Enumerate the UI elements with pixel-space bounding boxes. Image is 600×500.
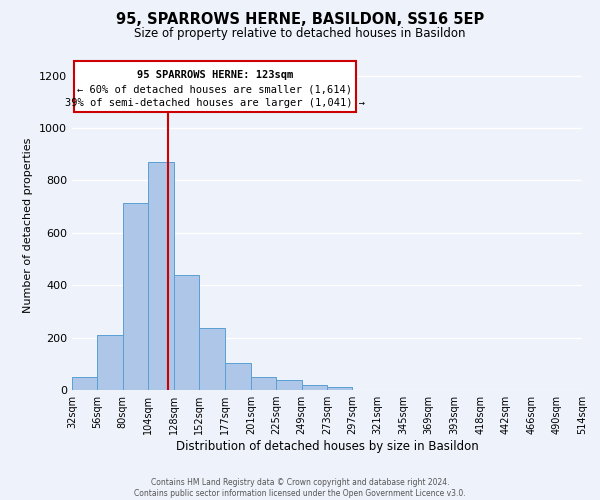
Bar (327, 388, 352, 390)
Bar (123, 202, 148, 390)
FancyBboxPatch shape (74, 62, 356, 112)
X-axis label: Distribution of detached houses by size in Basildon: Distribution of detached houses by size … (176, 440, 478, 453)
Bar (302, 385, 327, 390)
Bar (173, 275, 199, 390)
Bar (199, 328, 226, 390)
Bar (276, 380, 302, 390)
Bar (72, 377, 97, 390)
Bar (226, 362, 251, 390)
Text: 95 SPARROWS HERNE: 123sqm: 95 SPARROWS HERNE: 123sqm (137, 70, 293, 81)
Bar (97, 335, 123, 390)
Text: Size of property relative to detached houses in Basildon: Size of property relative to detached ho… (134, 28, 466, 40)
Text: 39% of semi-detached houses are larger (1,041) →: 39% of semi-detached houses are larger (… (65, 98, 365, 108)
Text: ← 60% of detached houses are smaller (1,614): ← 60% of detached houses are smaller (1,… (77, 85, 352, 95)
Bar (148, 162, 173, 390)
Bar (251, 377, 276, 390)
Y-axis label: Number of detached properties: Number of detached properties (23, 138, 34, 312)
Text: Contains HM Land Registry data © Crown copyright and database right 2024.
Contai: Contains HM Land Registry data © Crown c… (134, 478, 466, 498)
Text: 95, SPARROWS HERNE, BASILDON, SS16 5EP: 95, SPARROWS HERNE, BASILDON, SS16 5EP (116, 12, 484, 28)
